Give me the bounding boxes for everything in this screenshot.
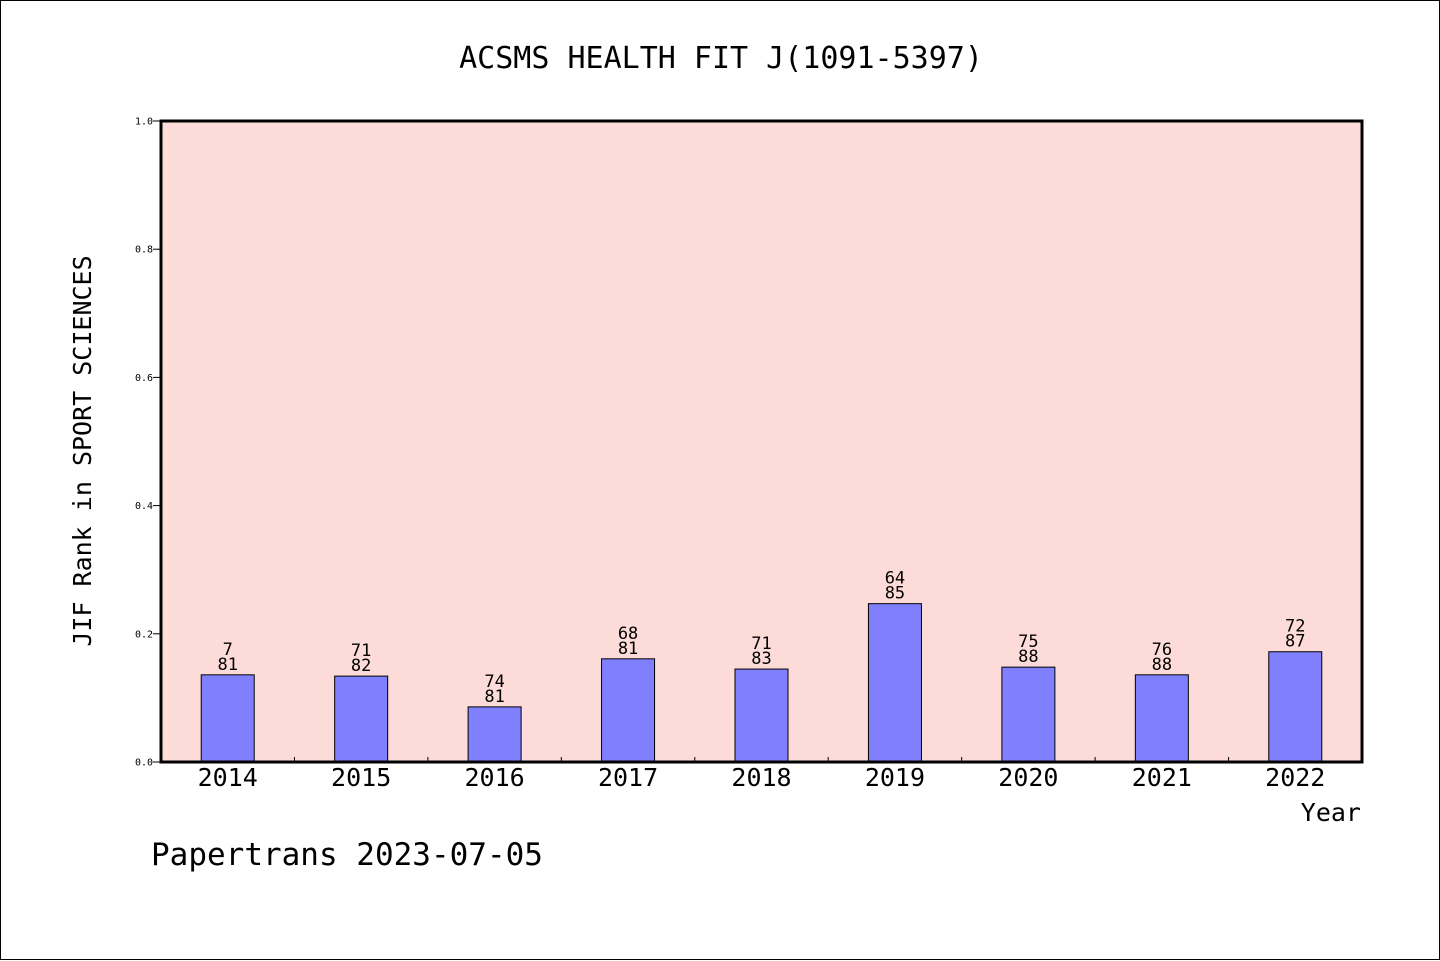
bar xyxy=(334,675,389,763)
bar xyxy=(1001,666,1056,763)
bar-rank-label: 75 xyxy=(1018,632,1038,652)
y-tick-label: 0.6 xyxy=(135,373,153,384)
bar-rank-label: 68 xyxy=(618,624,638,644)
x-tick-label: 2018 xyxy=(731,763,791,792)
bar-rank-label: 71 xyxy=(351,641,371,661)
footer-text: Papertrans 2023-07-05 xyxy=(151,837,543,873)
y-tick-label: 0.2 xyxy=(135,629,153,640)
y-tick-label: 0.8 xyxy=(135,245,153,256)
x-tick-label: 2020 xyxy=(998,763,1058,792)
bar-rank-label: 71 xyxy=(751,634,771,654)
bar xyxy=(1268,651,1323,763)
bar xyxy=(867,603,922,763)
bar-rank-label: 72 xyxy=(1285,617,1305,637)
bar-total-label: 88 xyxy=(1018,647,1038,667)
x-axis-label: Year xyxy=(1301,798,1361,827)
bar xyxy=(734,668,789,763)
bar xyxy=(200,674,255,763)
x-tick-label: 2014 xyxy=(198,763,258,792)
x-tick-label: 2019 xyxy=(865,763,925,792)
y-tick-label: 0.0 xyxy=(135,758,153,769)
x-tick-label: 2016 xyxy=(465,763,525,792)
y-tick-label: 1.0 xyxy=(135,117,153,128)
bar-total-label: 88 xyxy=(1152,655,1172,675)
y-tick-label: 0.4 xyxy=(135,501,153,512)
bar-total-label: 82 xyxy=(351,656,371,676)
bar xyxy=(1134,674,1189,763)
bar-total-label: 85 xyxy=(885,584,905,604)
plot-area xyxy=(161,121,1362,762)
bar-rank-label: 76 xyxy=(1152,640,1172,660)
bar xyxy=(601,658,656,763)
bar-rank-label: 64 xyxy=(885,569,905,589)
bar-labels: 7812014718220157481201668812017718320186… xyxy=(198,569,1326,792)
bar-rank-label: 7 xyxy=(223,640,233,660)
chart-title: ACSMS HEALTH FIT J(1091-5397) xyxy=(459,41,983,76)
bar-total-label: 87 xyxy=(1285,632,1305,652)
x-tick-label: 2021 xyxy=(1132,763,1192,792)
bar-total-label: 81 xyxy=(618,639,638,659)
y-axis-label: JIF Rank in SPORT SCIENCES xyxy=(68,255,97,646)
x-tick-label: 2015 xyxy=(331,763,391,792)
bar-rank-label: 74 xyxy=(484,672,504,692)
bars xyxy=(200,603,1323,763)
x-tick-label: 2017 xyxy=(598,763,658,792)
x-tick-label: 2022 xyxy=(1265,763,1325,792)
plot-border xyxy=(159,119,1364,764)
bar xyxy=(467,706,522,763)
bar-total-label: 81 xyxy=(484,687,504,707)
bar-total-label: 83 xyxy=(751,649,771,669)
bar-total-label: 81 xyxy=(217,655,237,675)
